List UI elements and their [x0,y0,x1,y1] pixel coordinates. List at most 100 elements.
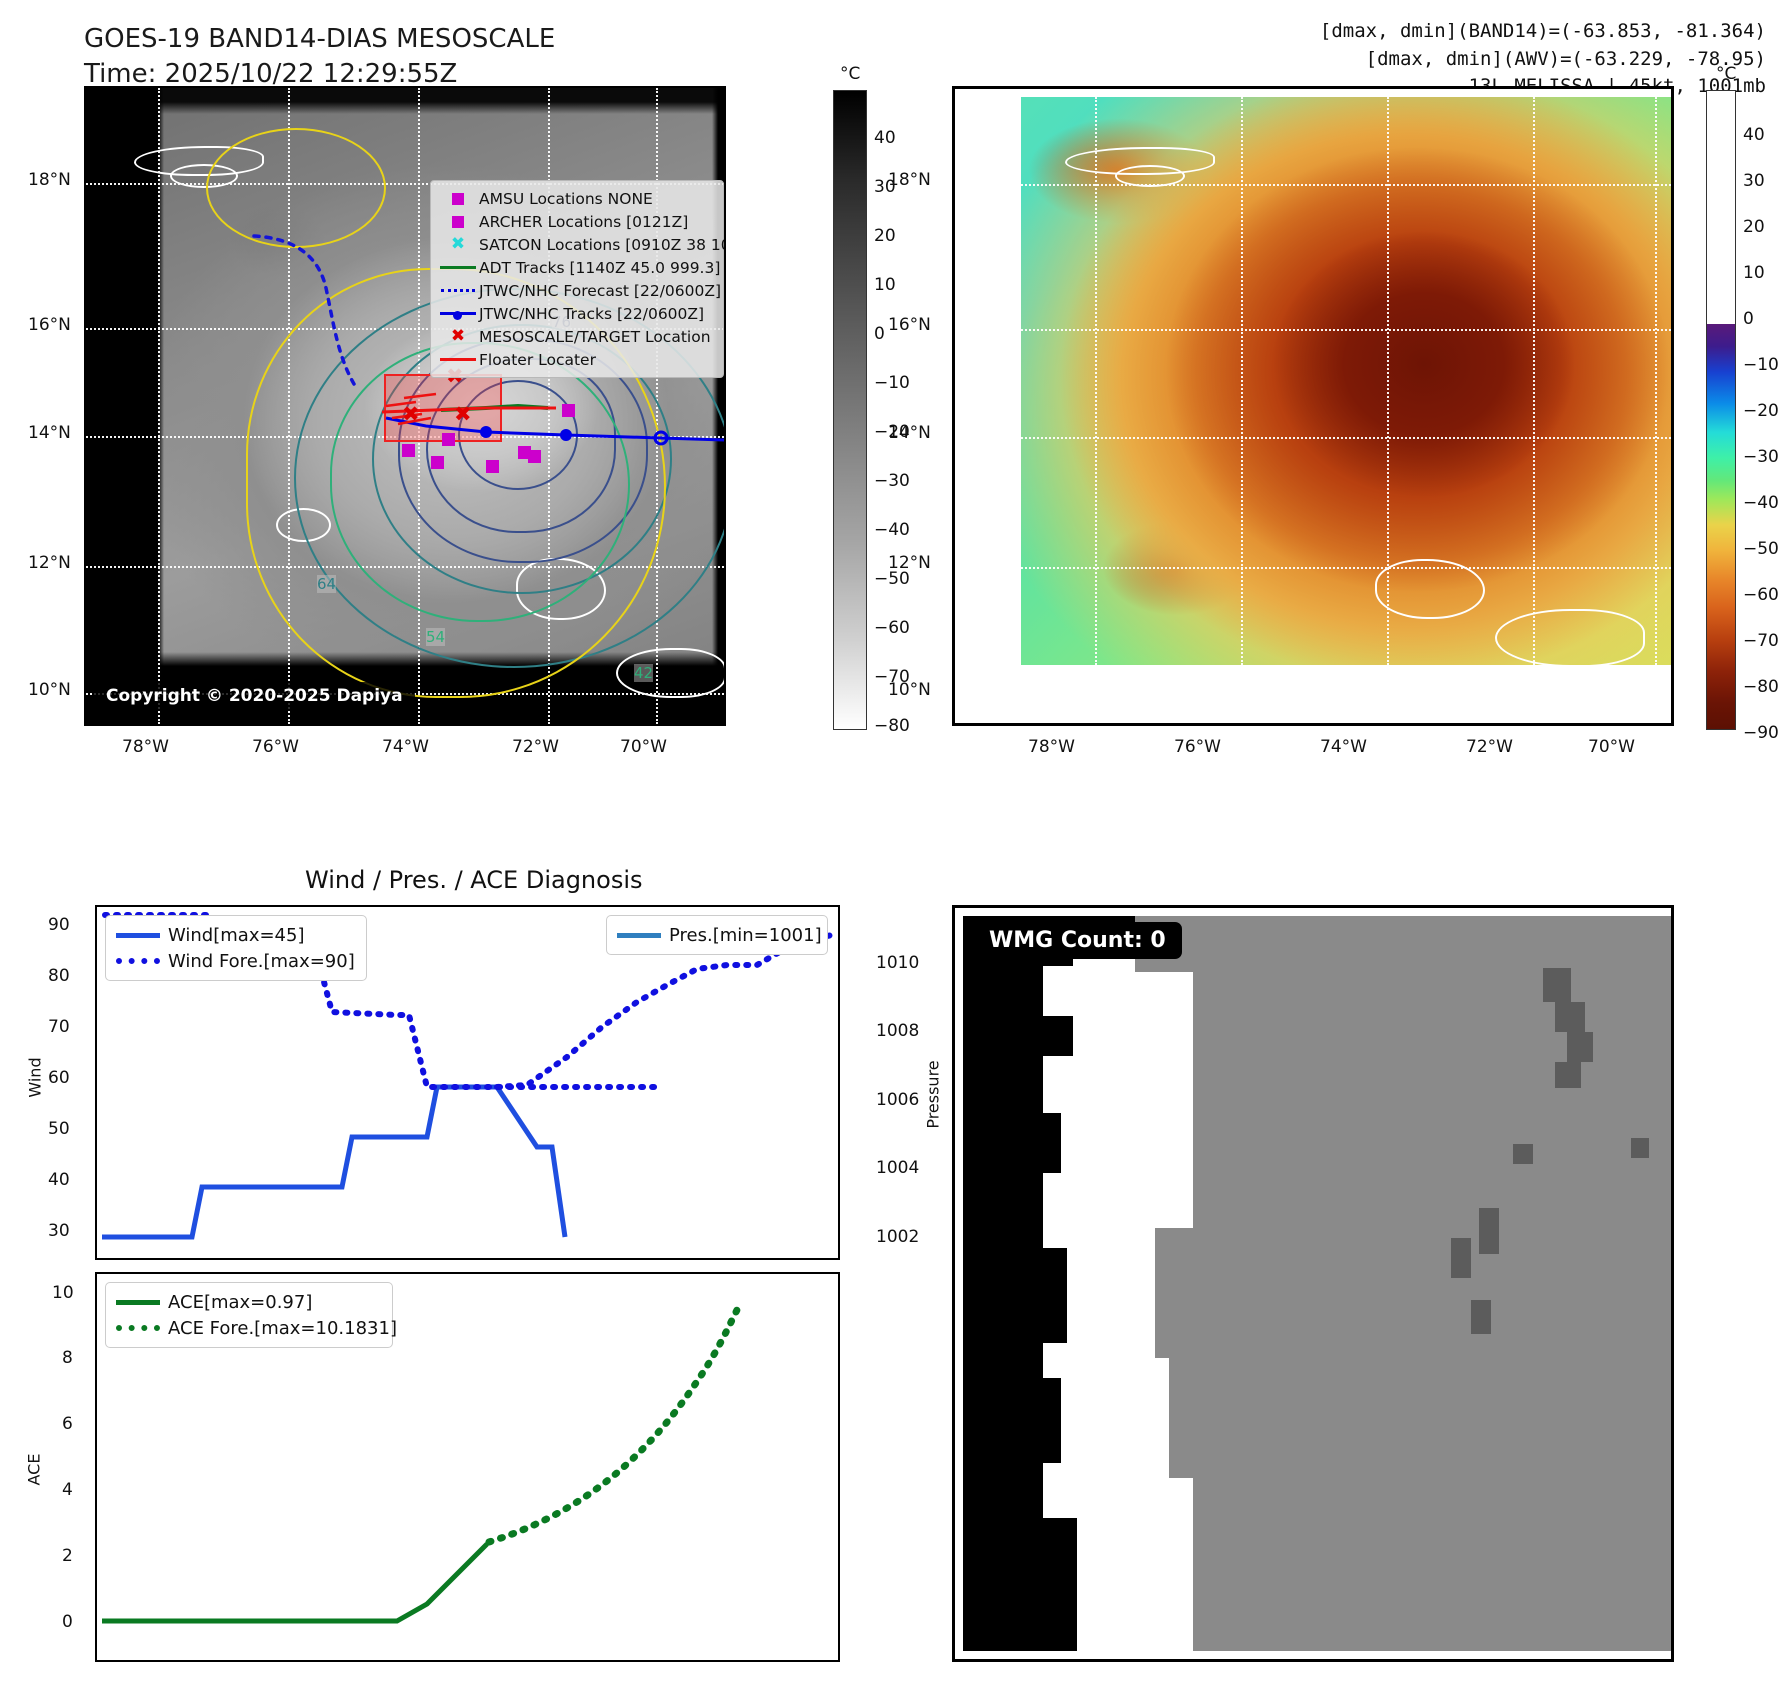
wmg-dark-speckle [1471,1300,1491,1334]
gridline-lat-14 [1021,437,1671,439]
wmg-black-region [1043,1016,1073,1056]
legend-label: Wind Fore.[max=90] [168,950,355,972]
ir-cb-tick: −80 [874,716,910,736]
gridline-lon-78 [158,88,160,724]
ace-tick-2: 2 [62,1546,73,1566]
pressure-legend: Pres.[min=1001] [606,915,828,955]
legend-item-archer: ARCHER Locations [0121Z] [437,210,715,233]
wind-tick-40: 40 [48,1170,70,1190]
awv-cb-tick: −20 [1743,401,1779,421]
wmg-mask-panel[interactable]: WMG Count: 0 [952,905,1674,1662]
ir-cb-tick: −60 [874,618,910,638]
legend-label: Pres.[min=1001] [669,924,822,946]
gridline-lon-72 [1533,97,1535,665]
legend-label: ACE[max=0.97] [168,1291,313,1313]
archer-location-marker [431,456,444,469]
legend-item-ace: ACE[max=0.97] [116,1289,382,1315]
red-line-icon [437,358,479,361]
ace-plot [102,1306,741,1624]
awv-cb-tick: 20 [1743,217,1765,237]
jtwc-forecast-track [252,234,356,386]
wind-tick-50: 50 [48,1119,70,1139]
magenta-square-icon [437,215,479,228]
archer-location-marker [518,446,531,459]
wind-tick-90: 90 [48,915,70,935]
wmg-dark-speckle [1479,1208,1499,1254]
wind-tick-60: 60 [48,1068,70,1088]
awv-colorbar: 40 30 20 10 0 −10 −20 −30 −40 −50 −60 −7… [1706,90,1779,743]
legend-label: AMSU Locations NONE [479,189,653,208]
legend-item-jtwc-tracks: JTWC/NHC Tracks [22/0600Z] [437,302,715,325]
awv-lat-tick-16: 16°N [888,315,931,335]
awv-lon-tick-74: 74°W [1320,737,1367,757]
awv-cb-tick: −70 [1743,631,1779,651]
ace-legend: ACE[max=0.97] ACE Fore.[max=10.1831] [105,1282,397,1348]
ir-cb-tick: 30 [874,177,896,197]
wmg-dark-speckle [1555,1002,1585,1032]
blue-line-marker-icon [437,311,479,320]
pres-tick-1006: 1006 [876,1090,920,1110]
pressure-forecast-line [494,932,835,1090]
blue-dotted-line-icon [116,958,168,964]
ir-satellite-map[interactable]: 76 64 54 42 ✖ ✖ ✖ AMSU Locations NONE [84,86,726,726]
legend-label: ARCHER Locations [0121Z] [479,212,689,231]
contour-label-42: 42 [634,664,654,682]
awv-cb-tick: 40 [1743,125,1765,145]
legend-item-floater: Floater Locater [437,348,715,371]
wind-axis-label: Wind [25,1057,45,1098]
wmg-gray-region [1169,1358,1195,1478]
wmg-black-region [963,916,1043,1651]
legend-label: Wind[max=45] [168,924,305,946]
ir-cb-tick: −20 [874,422,910,442]
wind-tick-70: 70 [48,1017,70,1037]
archer-location-marker [486,460,499,473]
ir-cb-tick: 20 [874,226,896,246]
cyan-x-icon: ✖ [450,234,466,254]
archer-location-marker [402,444,415,457]
legend-item-adt: ADT Tracks [1140Z 45.0 999.3] [437,256,720,279]
gridline-lon-70 [1655,97,1657,665]
magenta-square-icon [437,192,479,205]
ir-cb-tick: −70 [874,667,910,687]
ir-cb-tick: 0 [874,324,885,344]
wmg-dark-speckle [1567,1032,1593,1062]
gridline-lat-18 [1021,184,1671,186]
wind-tick-30: 30 [48,1221,70,1241]
blue-dotted-line-icon [437,289,479,292]
ir-lon-tick-76: 76°W [252,737,299,757]
wmg-dark-speckle [1513,1144,1533,1164]
awv-satellite-map[interactable] [952,86,1674,726]
ace-chart[interactable]: ACE[max=0.97] ACE Fore.[max=10.1831] [95,1272,840,1662]
legend-label: JTWC/NHC Tracks [22/0600Z] [479,304,705,323]
red-x-icon: ✖ [450,326,466,346]
ace-tick-10: 10 [52,1283,74,1303]
contour-label-64: 64 [317,575,337,593]
legend-label: SATCON Locations [0910Z 38 1001] [479,235,724,254]
wind-tick-80: 80 [48,966,70,986]
awv-lat-tick-10: 10°N [888,680,931,700]
wind-observed-line [102,1084,568,1240]
ir-lat-tick-10: 10°N [28,680,71,700]
archer-location-marker [442,433,455,446]
awv-cb-tick: −10 [1743,355,1779,375]
awv-imagery [1021,97,1671,665]
pres-tick-1004: 1004 [876,1158,920,1178]
dmax-band14-text: [dmax, dmin](BAND14)=(-63.853, -81.364) [1319,20,1766,42]
green-solid-line-icon [116,1299,168,1305]
awv-cb-tick: −60 [1743,585,1779,605]
awv-cb-tick: 30 [1743,171,1765,191]
jtwc-observed-track [385,416,724,446]
diagnosis-title: Wind / Pres. / ACE Diagnosis [305,866,643,894]
title-line-2: Time: 2025/10/22 12:29:55Z [84,59,458,90]
ace-tick-0: 0 [62,1612,73,1632]
blue-solid-line-icon [116,932,168,938]
pres-tick-1008: 1008 [876,1021,920,1041]
awv-lon-tick-70: 70°W [1588,737,1635,757]
ir-lat-tick-18: 18°N [28,170,71,190]
coastline-south-america [616,648,724,698]
awv-lon-tick-78: 78°W [1028,737,1075,757]
wind-pressure-chart[interactable]: Wind[max=45] Wind Fore.[max=90] Pres.[mi… [95,905,840,1260]
legend-item-pressure: Pres.[min=1001] [617,922,822,948]
awv-cb-tick: −40 [1743,493,1779,513]
legend-label: ACE Fore.[max=10.1831] [168,1317,397,1339]
